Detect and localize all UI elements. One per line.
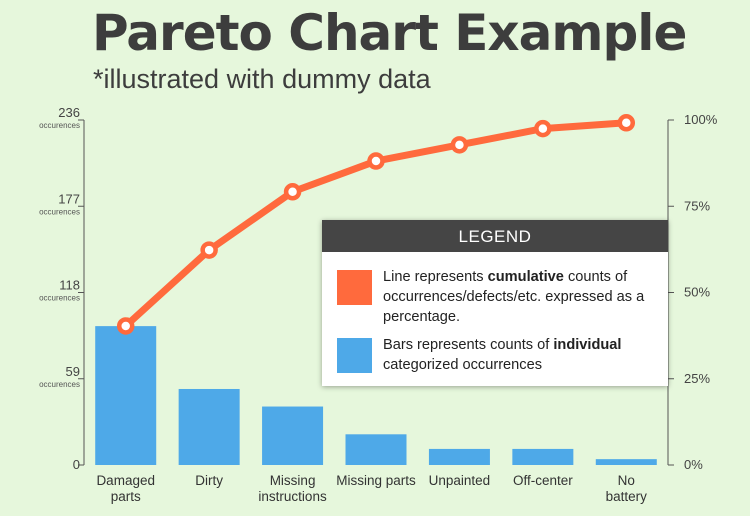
left-axis-tick-label: 59	[66, 364, 80, 379]
left-axis-unit-label: occurences	[39, 121, 80, 130]
category-label: Off-center	[513, 473, 573, 488]
left-axis-tick-label: 118	[59, 278, 80, 293]
right-axis-tick-label: 100%	[684, 112, 718, 127]
left-axis-unit-label: occurences	[39, 207, 80, 216]
legend-line-swatch	[337, 270, 372, 305]
category-label: Missing instructions	[258, 473, 327, 504]
legend-bars-text: Bars represents counts of individual cat…	[383, 337, 622, 373]
line-point	[617, 114, 636, 132]
bar	[178, 388, 240, 465]
category-label: Unpainted	[429, 473, 491, 488]
chart-subtitle: *illustrated with dummy data	[93, 64, 431, 94]
line-point	[283, 183, 302, 201]
left-axis-tick-label: 236	[58, 105, 80, 120]
line-point	[450, 136, 469, 154]
right-axis-tick-label: 75%	[684, 198, 710, 213]
bar	[595, 459, 657, 465]
legend: LEGEND Line represents cumulative counts…	[322, 220, 668, 386]
category-label: Missing parts	[336, 473, 416, 488]
category-label: Damaged parts	[96, 473, 155, 504]
bar	[95, 326, 157, 465]
left-axis-unit-label: occurences	[39, 294, 80, 303]
bar	[262, 406, 324, 465]
chart-title: Pareto Chart Example	[92, 4, 687, 62]
category-label: No battery	[606, 473, 648, 504]
legend-line-text: Line represents cumulative counts of occ…	[383, 269, 645, 325]
bar	[428, 448, 490, 465]
right-axis-tick-label: 0%	[684, 457, 703, 472]
legend-title: LEGEND	[322, 220, 668, 252]
legend-bars-swatch	[337, 338, 372, 373]
left-axis-tick-label: 177	[58, 191, 80, 206]
line-point	[116, 317, 135, 335]
left-axis-unit-label: occurences	[39, 380, 80, 389]
right-axis-tick-label: 25%	[684, 371, 710, 386]
line-point	[534, 119, 552, 138]
left-axis-tick-label: 0	[73, 457, 80, 472]
line-point	[367, 152, 385, 170]
category-label: Dirty	[195, 473, 223, 488]
line-point	[200, 241, 218, 259]
right-axis-tick-label: 50%	[684, 285, 710, 300]
bar	[345, 434, 407, 465]
bar	[512, 448, 574, 465]
